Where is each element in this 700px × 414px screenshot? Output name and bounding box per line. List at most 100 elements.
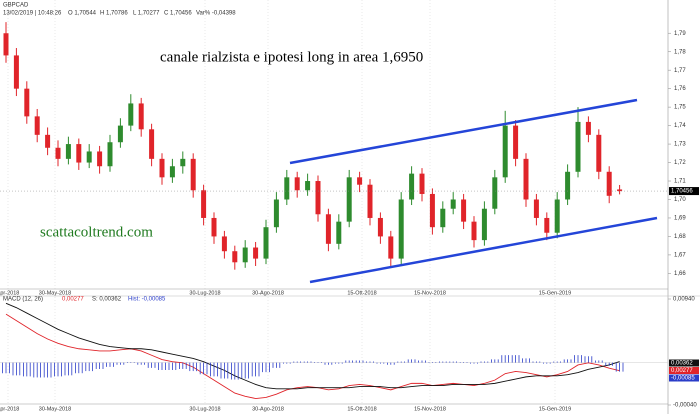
candle-body xyxy=(201,190,207,218)
last-value-box xyxy=(669,359,699,367)
last-value-label: 0,00277 xyxy=(671,368,693,374)
candle-body xyxy=(398,199,404,259)
signal-value: S: 0,00362 xyxy=(92,297,122,303)
x-tick-label: 30-Ago-2018 xyxy=(252,290,284,296)
last-price-label: 1,70456 xyxy=(671,189,693,195)
candle-body xyxy=(128,103,134,126)
x-tick-label: 15-Gen-2019 xyxy=(539,406,571,412)
x-tick-label: 15-Ott-2018 xyxy=(347,290,376,296)
quote-low: L 1,70277 xyxy=(133,11,160,17)
candle-body xyxy=(3,33,9,56)
candle-body xyxy=(409,173,415,200)
candle-body xyxy=(253,247,259,259)
x-tick-label: 30-May-2018 xyxy=(39,406,71,412)
candle-body xyxy=(575,121,581,172)
candle-body xyxy=(13,55,19,89)
x-tick-label: Apr-2018 xyxy=(0,406,19,412)
candle-body xyxy=(346,177,352,222)
candle-body xyxy=(523,158,529,200)
macd-line xyxy=(5,302,620,390)
x-tick-label: 30-Ago-2018 xyxy=(252,406,284,412)
candle-body xyxy=(450,199,456,209)
candle-body xyxy=(513,125,519,159)
candle-body xyxy=(55,147,61,159)
annotation: canale rialzista e ipotesi long in area … xyxy=(160,49,423,65)
last-price-box xyxy=(669,187,699,196)
candle-body xyxy=(305,181,311,191)
y-tick-label: 1,71 xyxy=(674,179,686,185)
candle-body xyxy=(471,221,477,241)
candle-body xyxy=(190,158,196,191)
x-tick-label: 15-Gen-2019 xyxy=(539,290,571,296)
candle-body xyxy=(325,214,331,244)
candle-body xyxy=(107,142,113,167)
candle-body xyxy=(367,184,373,218)
macd-title: MACD (12, 26) xyxy=(3,297,43,303)
x-tick-label: Apr-2018 xyxy=(0,290,19,296)
channel-upper xyxy=(289,98,638,165)
y-tick-label: 1,66 xyxy=(674,271,686,277)
y-tick-label: 1,72 xyxy=(674,160,686,166)
x-tick-label: 15-Nov-2018 xyxy=(414,290,446,296)
quote-open: O 1,70544 xyxy=(68,11,97,17)
candle-body xyxy=(211,217,217,237)
candle-body xyxy=(336,221,342,244)
candle-body xyxy=(65,144,71,159)
watermark: scattacoltrend.com xyxy=(40,224,153,240)
candle-body xyxy=(388,236,394,259)
candle-body xyxy=(419,173,425,194)
y-tick-label: 1,67 xyxy=(674,252,686,258)
candle-body xyxy=(502,125,508,178)
candle-body xyxy=(34,116,40,135)
last-value-box xyxy=(669,374,699,382)
y-tick-label: 1,77 xyxy=(674,68,686,74)
candle-body xyxy=(149,129,155,159)
candle-body xyxy=(86,151,92,163)
x-tick-label: 15-Ott-2018 xyxy=(347,406,376,412)
y-tick-label: 1,79 xyxy=(674,31,686,37)
y-tick-label: 1,74 xyxy=(674,123,686,129)
candle-body xyxy=(617,189,623,192)
x-tick-label: 30-Lug-2018 xyxy=(189,290,220,296)
y-tick-label: -0,00040 xyxy=(673,403,697,409)
y-tick-label: 0,00940 xyxy=(673,297,695,303)
y-tick-label: 1,69 xyxy=(674,216,686,222)
symbol: GBPCAD xyxy=(3,3,29,9)
y-tick-label: 1,70 xyxy=(674,197,686,203)
candle-body xyxy=(273,199,279,228)
candle-body xyxy=(429,193,435,228)
candle-body xyxy=(377,217,383,237)
candle-body xyxy=(585,121,591,135)
candle-body xyxy=(481,208,487,241)
quote-change: Var% -0,04398 xyxy=(196,11,236,17)
candle-body xyxy=(232,251,238,263)
candle-body xyxy=(242,247,248,263)
candle-body xyxy=(169,166,175,178)
macd-value: 0,00277 xyxy=(62,297,84,303)
quote-high: H 1,70786 xyxy=(100,11,128,17)
y-tick-label: 1,73 xyxy=(674,142,686,148)
candle-body xyxy=(76,144,82,163)
x-tick-label: 15-Nov-2018 xyxy=(414,406,446,412)
candle-body xyxy=(263,227,269,259)
candle-body xyxy=(606,171,612,196)
candle-body xyxy=(565,171,571,200)
hist-value: Hist: -0,00085 xyxy=(128,297,166,303)
x-tick-label: 30-May-2018 xyxy=(39,290,71,296)
quote-time: 13/02/2019 | 10:48:26 xyxy=(3,11,62,17)
candle-body xyxy=(596,134,602,172)
candle-body xyxy=(159,158,165,178)
candle-body xyxy=(554,199,560,233)
candle-body xyxy=(461,199,467,222)
candle-body xyxy=(533,199,539,218)
candle-body xyxy=(440,208,446,228)
x-tick-label: 30-Lug-2018 xyxy=(189,406,220,412)
candle-body xyxy=(24,88,30,117)
candle-body xyxy=(138,103,144,130)
y-tick-label: 1,68 xyxy=(674,234,686,240)
candle-body xyxy=(117,125,123,143)
quote-close: C 1,70456 xyxy=(164,11,192,17)
last-value-box xyxy=(669,367,699,374)
